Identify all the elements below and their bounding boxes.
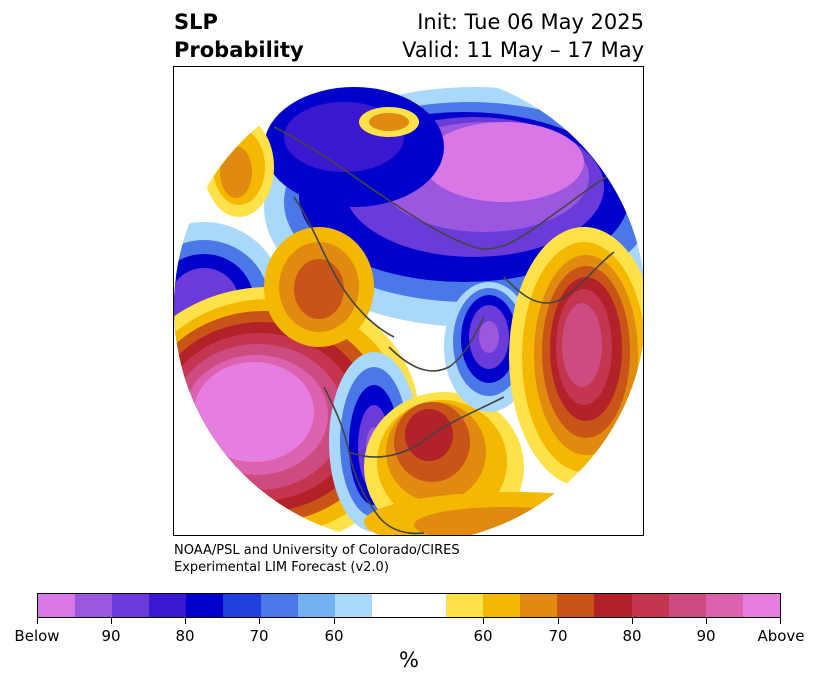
colorbar-segment xyxy=(483,594,521,617)
colorbar-segment xyxy=(112,594,150,617)
chart-title-left: SLP Probability xyxy=(174,8,304,64)
colorbar-tick-label: 90 xyxy=(101,627,121,645)
colorbar-tick-label: 70 xyxy=(249,627,269,645)
credit-line-1: NOAA/PSL and University of Colorado/CIRE… xyxy=(174,543,460,558)
colorbar-tick xyxy=(259,618,260,624)
credit-line-2: Experimental LIM Forecast (v2.0) xyxy=(174,560,389,575)
init-date: Init: Tue 06 May 2025 xyxy=(417,10,644,34)
colorbar-segment xyxy=(557,594,595,617)
colorbar-segment xyxy=(705,594,743,617)
colorbar-tick-label: 60 xyxy=(473,627,493,645)
colorbar-tick xyxy=(706,618,707,624)
colorbar-segment xyxy=(186,594,224,617)
colorbar-tick-label: 70 xyxy=(548,627,568,645)
colorbar-segment xyxy=(223,594,261,617)
colorbar xyxy=(37,593,781,618)
eastern-us-above-region xyxy=(364,392,524,535)
colorbar-segment xyxy=(408,594,447,617)
valid-range: Valid: 11 May – 17 May xyxy=(402,38,644,62)
colorbar-tick xyxy=(483,618,484,624)
colorbar-tick xyxy=(185,618,186,624)
colorbar-segment xyxy=(149,594,187,617)
colorbar-tick-label: Below xyxy=(14,627,60,645)
north-atlantic-below-region xyxy=(444,282,534,412)
map-canvas xyxy=(174,71,643,535)
colorbar-segment xyxy=(446,594,484,617)
probability-map xyxy=(173,66,644,536)
chart-title-right: Init: Tue 06 May 2025 Valid: 11 May – 17… xyxy=(402,8,644,64)
colorbar-unit: % xyxy=(399,648,419,672)
colorbar-tick-label: 80 xyxy=(622,627,642,645)
colorbar-tick-label: 60 xyxy=(324,627,344,645)
credit-text: NOAA/PSL and University of Colorado/CIRE… xyxy=(174,542,460,576)
colorbar-segment xyxy=(594,594,632,617)
title-variable: SLP xyxy=(174,10,218,34)
colorbar-segment xyxy=(297,594,335,617)
colorbar-tick xyxy=(558,618,559,624)
arctic-above-patch xyxy=(359,107,419,137)
probability-field xyxy=(174,71,643,535)
colorbar-segment xyxy=(631,594,669,617)
colorbar-segment xyxy=(742,594,780,617)
bering-above-region xyxy=(264,227,374,347)
colorbar-tick xyxy=(632,618,633,624)
siberia-above-patch xyxy=(204,117,274,217)
colorbar-segment xyxy=(334,594,372,617)
colorbar-tick xyxy=(334,618,335,624)
colorbar-tick-label: 90 xyxy=(696,627,716,645)
coastlines xyxy=(273,126,625,535)
colorbar-tick xyxy=(111,618,112,624)
colorbar-tick xyxy=(780,618,781,624)
colorbar-segment xyxy=(668,594,706,617)
colorbar-segment xyxy=(38,594,76,617)
colorbar-segment xyxy=(520,594,558,617)
title-quantity: Probability xyxy=(174,38,304,62)
colorbar-tick xyxy=(37,618,38,624)
colorbar-segment xyxy=(371,594,409,617)
colorbar-segment xyxy=(260,594,298,617)
colorbar-tick-label: Above xyxy=(757,627,805,645)
colorbar-tick-label: 80 xyxy=(175,627,195,645)
colorbar-segment xyxy=(75,594,113,617)
